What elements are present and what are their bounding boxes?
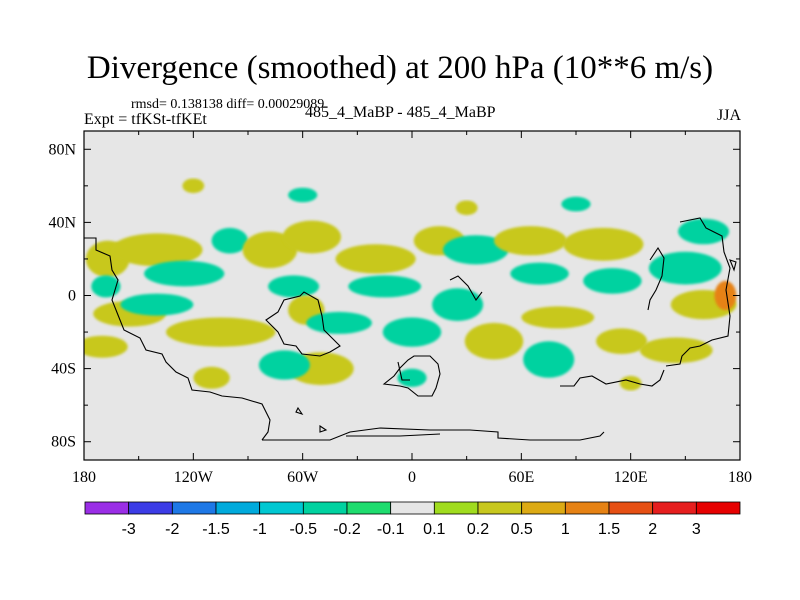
colorbar-swatch [84, 501, 130, 515]
field-blob [348, 275, 422, 298]
field-blob [166, 317, 276, 347]
field-blob [84, 335, 128, 358]
lat-tick-label: 40S [51, 361, 76, 378]
field-blob [432, 288, 484, 321]
field-blob [648, 251, 722, 285]
colorbar-label: -0.5 [290, 521, 318, 538]
field-blob [335, 244, 416, 274]
colorbar-label: -1 [253, 521, 267, 538]
lon-tick-label: 180 [72, 469, 96, 486]
colorbar-swatch [259, 501, 304, 515]
colorbar-swatch [346, 501, 392, 515]
lon-tick-label: 180 [728, 469, 752, 486]
field-blob [193, 366, 230, 389]
colorbar-swatch [564, 501, 610, 515]
field-blob [268, 275, 320, 298]
colorbar-swatch [215, 501, 261, 515]
colorbar-label: 1 [561, 521, 570, 538]
field-blob [382, 317, 442, 347]
lon-tick-label: 0 [408, 469, 416, 486]
lat-tick-label: 80N [48, 141, 76, 158]
colorbar-label: 3 [692, 521, 701, 538]
field-blob [288, 187, 318, 203]
colorbar-swatch [521, 501, 566, 515]
field-blob [211, 227, 248, 254]
field-blob [182, 178, 205, 194]
colorbar-swatch [608, 501, 654, 515]
colorbar-swatch [128, 501, 173, 515]
lat-tick-label: 0 [68, 288, 76, 305]
colorbar-swatch [477, 501, 523, 515]
field-blob [563, 227, 644, 261]
runs-label: 485_4_MaBP - 485_4_MaBP [305, 104, 496, 121]
colorbar-label: -1.5 [202, 521, 230, 538]
field-blob [494, 226, 567, 256]
field-blob [678, 218, 730, 245]
colorbar-label: 2 [648, 521, 657, 538]
field-blob [120, 293, 194, 316]
field-blob [111, 233, 203, 267]
colorbar-swatch [652, 501, 697, 515]
field-blob [443, 235, 509, 265]
lon-tick-label: 60W [287, 469, 319, 486]
field-blob [596, 328, 648, 355]
colorbar-label: 1.5 [598, 521, 620, 538]
field-blob [561, 196, 591, 212]
colorbar-swatch [695, 501, 741, 515]
colorbar-swatch [302, 501, 348, 515]
field-blob [455, 200, 478, 216]
colorbar-swatch [171, 501, 217, 515]
longitude-axis: 180 120W 60W 0 60E 120E 180 [72, 131, 752, 486]
lon-tick-label: 120E [614, 469, 648, 486]
latitude-axis: 80N 40N 0 40S 80S [48, 141, 740, 451]
lat-tick-label: 40N [48, 214, 76, 231]
colorbar-swatch [433, 501, 479, 515]
field-blob [282, 220, 341, 254]
season-label: JJA [716, 107, 741, 124]
field-blob [521, 306, 595, 329]
experiment-label: Expt = tfKSt-tfKEt [84, 111, 207, 128]
colorbar-swatch [390, 501, 435, 515]
field-blob [583, 268, 642, 294]
plot-title: Divergence (smoothed) at 200 hPa (10**6 … [86, 50, 714, 86]
lat-tick-label: 80S [51, 434, 76, 451]
lon-tick-label: 60E [508, 469, 534, 486]
field-blob [397, 368, 427, 387]
field-blob [258, 350, 310, 380]
stats-line: rmsd= 0.138138 diff= 0.00029089 [131, 97, 325, 112]
colorbar-label: -0.2 [333, 521, 361, 538]
colorbar-label: 0.5 [511, 521, 533, 538]
colorbar-label: -2 [165, 521, 179, 538]
colorbar-label: -0.1 [377, 521, 405, 538]
coastlines [84, 217, 737, 441]
colorbar-label: 0.1 [423, 521, 445, 538]
colorbar-label: -3 [122, 521, 136, 538]
colorbar-label: 0.2 [467, 521, 489, 538]
lon-tick-label: 120W [174, 469, 214, 486]
field-blob [714, 280, 737, 311]
field-blob [510, 262, 569, 285]
map-background [84, 131, 740, 460]
field-blob [523, 341, 575, 378]
field-blob [306, 311, 372, 334]
field-blob [464, 322, 524, 360]
divergence-field [84, 178, 737, 391]
field-blob [144, 260, 225, 287]
colorbar: -3 -2 -1.5 -1 -0.5 -0.2 -0.1 0.1 0.2 0.5 1 1.5 2 3 [84, 501, 741, 538]
field-blob [91, 275, 121, 298]
field-blob [619, 375, 642, 391]
field-blob [639, 337, 713, 364]
